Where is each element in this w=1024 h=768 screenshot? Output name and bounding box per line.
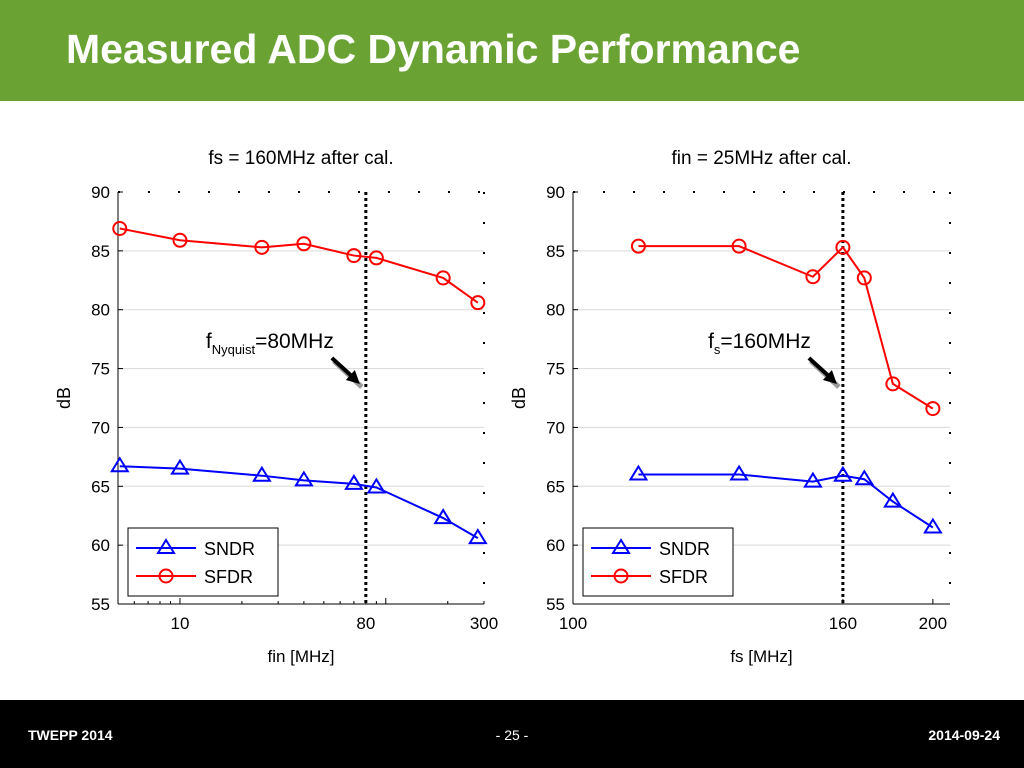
data-point-sfdr — [435, 270, 451, 286]
y-axis-label: dB — [54, 387, 74, 409]
data-point-sfdr — [470, 295, 486, 311]
footer-event: TWEPP 2014 — [28, 727, 113, 743]
data-point-sndr — [923, 517, 943, 534]
chart-title: fs = 160MHz after cal. — [208, 148, 393, 169]
x-tick-label: 10 — [171, 614, 190, 633]
data-point-sndr — [252, 465, 272, 482]
y-tick-label: 60 — [546, 536, 565, 555]
data-point-sfdr — [805, 269, 821, 285]
annotation-subscript: Nyquist — [212, 342, 256, 357]
legend-marker-circle — [613, 568, 629, 584]
annotation-rest: =80MHz — [255, 330, 334, 353]
y-tick-label: 70 — [91, 418, 110, 437]
series-line-sfdr — [119, 227, 479, 304]
x-axis-label: fin [MHz] — [267, 647, 334, 666]
annotation-arrow — [330, 356, 356, 380]
series-line-sndr — [119, 465, 479, 539]
data-point-sndr — [883, 491, 903, 508]
data-point-sfdr — [346, 248, 362, 264]
legend-box — [127, 527, 279, 597]
x-axis-label: fs [MHz] — [730, 647, 792, 666]
slide-footer: TWEPP 2014 - 25 - 2014-09-24 — [0, 700, 1024, 768]
charts-canvas: 55 60 65 70 75 80 85 90 10 80 300 fs = 160MHz after… — [54, 148, 951, 666]
data-point-sfdr — [254, 239, 270, 255]
legend-label: SFDR — [204, 567, 253, 587]
y-tick-label: 75 — [546, 360, 565, 379]
y-tick-label: 75 — [91, 360, 110, 379]
chart-title: fin = 25MHz after cal. — [671, 148, 851, 169]
data-point-sndr — [468, 528, 488, 545]
data-point-sfdr — [368, 250, 384, 266]
data-point-sndr — [294, 470, 314, 487]
y-tick-label: 70 — [546, 418, 565, 437]
data-point-sndr — [854, 469, 875, 486]
data-point-sfdr — [885, 376, 901, 392]
y-tick-label: 85 — [546, 242, 565, 261]
data-point-sndr — [833, 465, 853, 482]
legend-box — [582, 527, 734, 597]
data-point-sndr — [109, 456, 130, 473]
y-tick-label: 90 — [546, 183, 565, 202]
data-point-sndr — [433, 508, 453, 525]
data-point-sfdr — [731, 238, 747, 254]
x-tick-label: 80 — [356, 614, 375, 633]
data-point-sfdr — [172, 232, 188, 248]
chart-1: 55 60 65 70 75 80 85 90 10 80 300 fs = 160MHz after… — [54, 148, 498, 666]
data-point-sfdr — [835, 239, 851, 255]
arrow-head — [822, 370, 837, 384]
data-point-sfdr — [925, 401, 941, 417]
annotation-main: f — [708, 330, 714, 353]
y-tick-label: 55 — [91, 595, 110, 614]
legend-label: SNDR — [659, 539, 710, 559]
y-tick-label: 80 — [91, 301, 110, 320]
arrow-head — [345, 370, 360, 384]
slide-title: Measured ADC Dynamic Performance — [66, 26, 801, 72]
series-line-sfdr — [638, 245, 934, 410]
data-point-sndr — [170, 458, 190, 475]
data-point-sndr — [803, 471, 823, 488]
data-point-sfdr — [856, 270, 872, 286]
data-point-sndr — [729, 464, 749, 481]
slide-header: Measured ADC Dynamic Performance — [0, 0, 1024, 101]
footer-page-number: - 25 - — [495, 727, 529, 743]
y-tick-label: 65 — [546, 477, 565, 496]
y-axis-label: dB — [509, 387, 529, 409]
x-tick-label: 200 — [919, 614, 947, 633]
footer-date: 2014-09-24 — [928, 727, 1000, 743]
legend-marker-circle — [158, 568, 174, 584]
annotation-rest: =160MHz — [720, 330, 810, 353]
annotation-subscript: s — [714, 342, 721, 357]
annotation-main: f — [206, 330, 212, 353]
marker-annotation: fNyquist=80MHz — [206, 330, 334, 357]
y-tick-label: 65 — [91, 477, 110, 496]
y-tick-label: 85 — [91, 242, 110, 261]
legend-marker-triangle — [611, 538, 631, 554]
data-point-sfdr — [630, 238, 646, 254]
y-tick-label: 60 — [91, 536, 110, 555]
legend-marker-triangle — [156, 538, 176, 554]
y-tick-label: 55 — [546, 595, 565, 614]
data-point-sndr — [628, 464, 649, 481]
annotation-arrow — [807, 356, 833, 380]
x-tick-label: 100 — [559, 614, 587, 633]
marker-annotation: fs=160MHz — [708, 330, 811, 357]
chart-2: 55 60 65 70 75 80 85 90 100 160 200 fin = 25MHz aft… — [509, 148, 951, 666]
x-tick-label: 160 — [829, 614, 857, 633]
data-point-sfdr — [296, 236, 312, 252]
series-line-sndr — [638, 473, 934, 529]
y-tick-label: 90 — [91, 183, 110, 202]
data-point-sfdr — [112, 220, 128, 236]
legend-label: SNDR — [204, 539, 255, 559]
x-tick-label: 300 — [470, 614, 498, 633]
y-tick-label: 80 — [546, 301, 565, 320]
legend-label: SFDR — [659, 567, 708, 587]
data-point-sndr — [366, 477, 387, 494]
data-point-sndr — [344, 474, 364, 490]
